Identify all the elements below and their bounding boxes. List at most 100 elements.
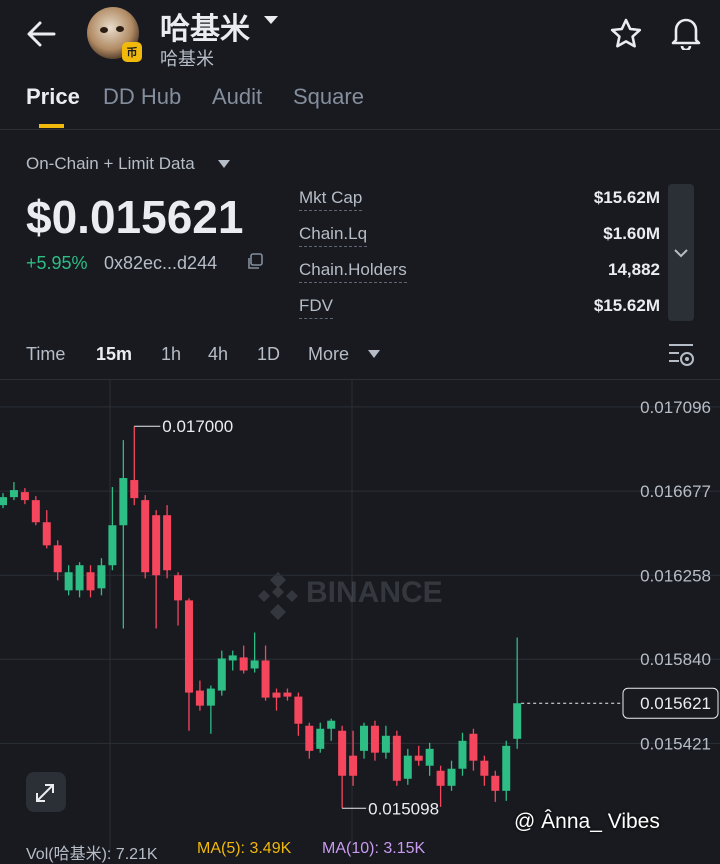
candle-body [206, 688, 215, 706]
stat-value: $15.62M [593, 296, 660, 315]
y-tick-label: 0.017096 [640, 398, 711, 417]
candle-body [414, 755, 423, 761]
candle-body [392, 735, 401, 781]
candle-body [239, 657, 248, 671]
candle-body [195, 690, 204, 706]
candle-body [436, 770, 445, 786]
stat-label: Mkt Cap [299, 188, 363, 211]
interval-option[interactable]: 15m [96, 344, 133, 364]
interval-option[interactable]: 4h [208, 344, 229, 364]
favorite-button[interactable] [610, 18, 642, 50]
stat-label: Chain.Holders [299, 260, 407, 283]
stat-label: Chain.Lq [299, 224, 368, 247]
candle-body [184, 600, 193, 693]
data-source[interactable]: On-Chain + Limit Data [26, 154, 195, 173]
last-price-label: 0.015621 [640, 694, 711, 713]
copy-button[interactable] [246, 253, 264, 271]
candle-body [152, 515, 161, 576]
more-caret[interactable] [368, 350, 380, 359]
candle-body [272, 692, 281, 698]
candle-body [403, 755, 412, 779]
data-source-caret[interactable] [217, 159, 231, 169]
candle-body [327, 720, 336, 729]
svg-text:币: 币 [127, 46, 138, 59]
tab[interactable]: DD Hub [103, 84, 182, 109]
expand-icon [674, 249, 688, 258]
interval-option[interactable]: 1h [161, 344, 182, 364]
stat-value: $15.62M [593, 188, 660, 207]
last-price-box [622, 687, 719, 719]
candle-body [31, 500, 40, 523]
watermark-text: BINANCE [306, 576, 443, 609]
title-caret[interactable] [263, 14, 279, 26]
y-tick-label: 0.016677 [640, 482, 711, 501]
candle-body [250, 660, 259, 669]
active-tab-indicator [39, 124, 64, 128]
candle-body [97, 565, 106, 589]
candle-body [447, 768, 456, 786]
candle-body [458, 740, 467, 769]
token-subtitle: 哈基米 [160, 49, 214, 69]
divider [0, 129, 720, 130]
candle-body [86, 572, 95, 591]
notification-button[interactable] [670, 16, 702, 50]
candle-body [283, 692, 292, 697]
candle-body [381, 735, 390, 753]
candle-body [370, 725, 379, 753]
candle-body [360, 725, 369, 751]
interval-option[interactable]: Time [26, 344, 66, 364]
candle-body [349, 755, 358, 776]
candle-body [75, 565, 84, 591]
expand-stats[interactable] [668, 184, 694, 321]
candle-body [108, 525, 117, 566]
interval-option[interactable]: More [308, 344, 350, 364]
chart-settings[interactable] [667, 342, 695, 368]
candle-body [480, 760, 489, 776]
candlestick-chart: BINANCE 0.017096 0.016677 0.016258 0.015840… [0, 380, 720, 851]
candle-body [130, 480, 139, 499]
y-tick-label: 0.015840 [640, 650, 711, 669]
watermark: BINANCE [258, 572, 443, 620]
ma10-label: MA(10): 3.15K [322, 840, 426, 857]
candle-body [174, 575, 183, 601]
candle-body [261, 660, 270, 698]
candle-body [53, 545, 62, 573]
volume-label: Vol(哈基米): 7.21K [26, 846, 158, 863]
candle-body [0, 497, 7, 506]
candle-body [163, 515, 172, 571]
tab[interactable]: Price [26, 84, 80, 109]
interval-option[interactable]: 1D [257, 344, 281, 364]
price-change: +5.95% [26, 253, 88, 273]
candle-body [513, 703, 522, 739]
y-tick-label: 0.016258 [640, 566, 711, 585]
ma5-label: MA(5): 3.49K [197, 840, 292, 857]
credit-watermark: @ Ânna_ Vibes [514, 810, 660, 833]
candle-body [491, 775, 500, 791]
expand-chart-button[interactable] [26, 772, 66, 812]
stat-label: FDV [299, 296, 333, 319]
candle-body [228, 655, 237, 661]
token-avatar: 币 [87, 7, 142, 62]
high-annotation: 0.017000 [162, 417, 233, 436]
tab[interactable]: Audit [212, 84, 263, 109]
candle-body [316, 728, 325, 749]
candle-body [9, 490, 18, 498]
tab[interactable]: Square [293, 84, 364, 109]
candle-body [294, 696, 303, 724]
y-tick-label: 0.015421 [640, 734, 711, 753]
contract-address: 0x82ec...d244 [104, 253, 218, 273]
candle-body [469, 733, 478, 761]
token-title[interactable]: 哈基米 [160, 13, 250, 46]
candle-body [42, 522, 51, 546]
back-button[interactable] [26, 20, 56, 48]
candle-body [305, 725, 314, 751]
divider [0, 379, 720, 380]
low-annotation: 0.015098 [368, 799, 439, 818]
candle-body [502, 745, 511, 791]
candle-body [141, 500, 150, 573]
plot: 0.017096 0.016677 0.016258 0.015840 0.015421… [0, 398, 720, 818]
stat-value: $1.60M [603, 224, 660, 243]
candle-body [338, 730, 347, 776]
